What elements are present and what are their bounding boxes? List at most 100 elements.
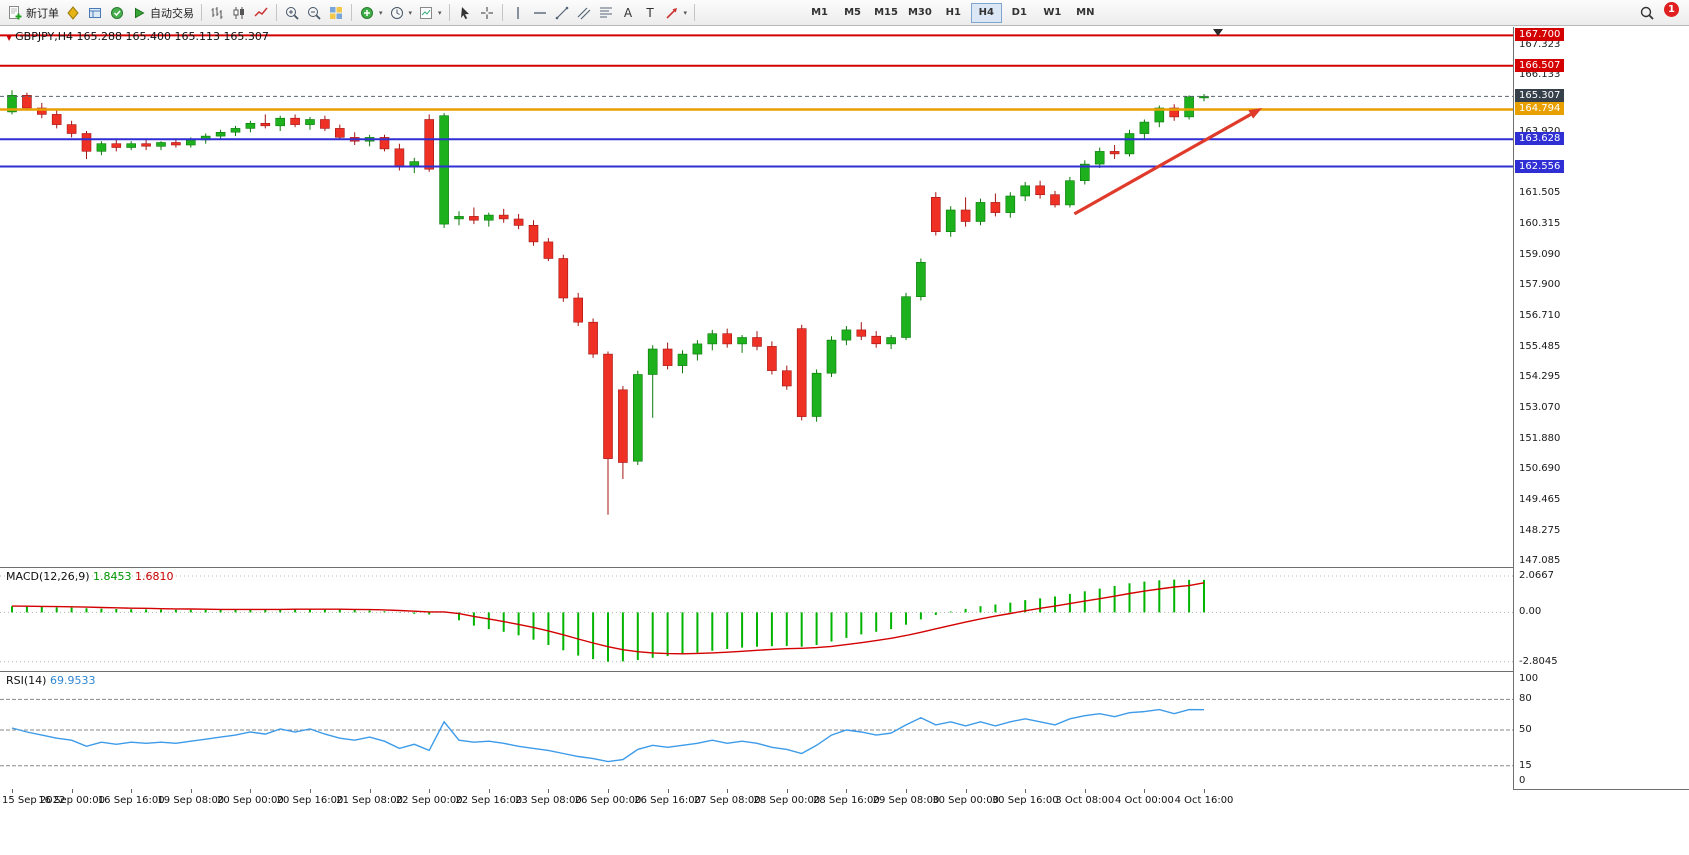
vertical-line-button[interactable]: [507, 3, 529, 23]
text-button[interactable]: A: [617, 3, 639, 23]
time-tick: [608, 789, 609, 793]
terminal-icon: [111, 6, 123, 19]
chart-shift-marker-icon[interactable]: [1213, 29, 1223, 36]
vertical-line-icon: [516, 6, 519, 19]
price-level-badge: 167.700: [1515, 28, 1565, 42]
bull-candle: [632, 374, 643, 462]
price-level-badge: 164.794: [1515, 102, 1565, 116]
timeframe-mn[interactable]: MN: [1076, 6, 1095, 18]
price-tick-label: 154.295: [1519, 371, 1561, 383]
zoom-out-icon: [308, 6, 321, 20]
arrows-button[interactable]: ▾: [661, 3, 691, 23]
bear-candle: [990, 202, 1001, 213]
bull-candle: [245, 123, 256, 129]
toolbar-separator: [448, 4, 450, 21]
time-label: 30 Sep 00:00: [932, 795, 999, 806]
bear-candle: [111, 143, 122, 148]
fibonacci-button[interactable]: [595, 3, 617, 23]
time-tick: [906, 789, 907, 793]
terminal-button[interactable]: [106, 3, 128, 23]
line-chart-button[interactable]: [250, 3, 272, 23]
timeframe-w1[interactable]: W1: [1043, 6, 1062, 18]
auto-trading-button[interactable]: 自动交易: [128, 3, 197, 23]
indicators-button[interactable]: ▾: [356, 3, 386, 23]
bull-candle: [975, 202, 986, 222]
timeframe-m15[interactable]: M15: [874, 6, 898, 18]
timeframe-d1[interactable]: D1: [1011, 6, 1027, 18]
price-tick-label: 80: [1519, 693, 1532, 705]
time-tick: [965, 789, 967, 793]
timeframe-h1[interactable]: H1: [945, 6, 961, 18]
cursor-button[interactable]: [454, 3, 476, 23]
time-tick: [12, 789, 13, 793]
new-order-button[interactable]: 新订单: [4, 3, 62, 23]
auto-trading-label: 自动交易: [150, 6, 194, 20]
timeframe-m30[interactable]: M30: [907, 6, 932, 18]
bull-candle: [275, 117, 286, 127]
timeframe-m1[interactable]: M1: [811, 6, 829, 18]
periods-button[interactable]: ▾: [386, 3, 416, 23]
tile-windows-button[interactable]: [325, 3, 347, 23]
price-tick-label: -2.8045: [1519, 655, 1558, 667]
timeframe-m5[interactable]: M5: [844, 6, 862, 18]
price-tick-label: 2.0667: [1519, 569, 1554, 581]
bull-candle: [811, 372, 822, 417]
templates-button[interactable]: ▾: [415, 3, 445, 23]
bear-candle: [394, 148, 405, 167]
bear-candle: [424, 119, 435, 170]
bear-candle: [320, 119, 330, 129]
time-tick: [1204, 789, 1205, 793]
time-tick: [310, 789, 311, 793]
bear-candle: [171, 142, 181, 146]
time-tick: [667, 789, 669, 793]
zoom-in-button[interactable]: [281, 3, 303, 23]
market-watch-button[interactable]: [62, 3, 84, 23]
trend-arrow-head: [1248, 108, 1263, 119]
timeframe-h4[interactable]: H4: [970, 2, 1002, 23]
time-axis[interactable]: 15 Sep 2022 16 Sep 00:00 16 Sep 16:00 19 Se…: [0, 789, 1513, 811]
bar-chart-button[interactable]: [206, 3, 228, 23]
trendline-icon: [555, 6, 568, 19]
bull-candle: [1080, 163, 1090, 182]
search-button[interactable]: [1636, 3, 1658, 23]
horizontal-line-button[interactable]: [529, 3, 551, 23]
trend-arrow[interactable]: [1073, 113, 1252, 216]
candlestick-chart-button[interactable]: [228, 3, 250, 23]
main-chart-canvas[interactable]: [0, 27, 1513, 567]
price-tick-label: 150.690: [1519, 463, 1561, 475]
macd-panel-canvas[interactable]: [0, 567, 1513, 671]
macd-main-value: 1.8453: [93, 570, 132, 583]
time-tick: [429, 789, 431, 793]
zoom-out-button[interactable]: [303, 3, 325, 23]
rsi-panel-canvas[interactable]: [0, 671, 1513, 789]
bear-candle: [543, 241, 554, 259]
chevron-down-icon: ▾: [683, 8, 688, 17]
candles-group: [7, 90, 1209, 515]
time-tick: [548, 789, 550, 793]
bear-candle: [36, 107, 47, 115]
time-tick: [786, 789, 788, 793]
bear-candle: [379, 137, 390, 150]
crosshair-button[interactable]: [476, 3, 498, 23]
text-label-icon: T: [645, 6, 654, 20]
bull-candle: [96, 143, 107, 152]
notification-badge[interactable]: 1: [1664, 2, 1679, 17]
bear-candle: [81, 133, 92, 152]
text-label-button[interactable]: T: [639, 3, 661, 23]
macd-signal-value: 1.6810: [135, 570, 174, 583]
bear-candle: [51, 114, 62, 125]
toolbar-separator: [351, 4, 352, 21]
bull-candle: [1065, 180, 1075, 206]
time-label: 28 Sep 00:00: [753, 795, 821, 806]
price-tick-label: 163.920: [1519, 126, 1560, 138]
clock-icon: [390, 6, 403, 19]
navigator-button[interactable]: [84, 3, 106, 23]
price-tick-label: 166.133: [1519, 69, 1561, 81]
bear-candle: [767, 346, 777, 371]
bull-candle: [1005, 195, 1016, 213]
time-label: 21 Sep 08:00: [336, 795, 403, 806]
channel-button[interactable]: [573, 3, 595, 23]
bear-candle: [871, 335, 882, 345]
price-scale[interactable]: 167.323 166.133 163.920 161.505 160.315 159.0…: [1513, 27, 1689, 789]
trendline-button[interactable]: [551, 3, 573, 23]
